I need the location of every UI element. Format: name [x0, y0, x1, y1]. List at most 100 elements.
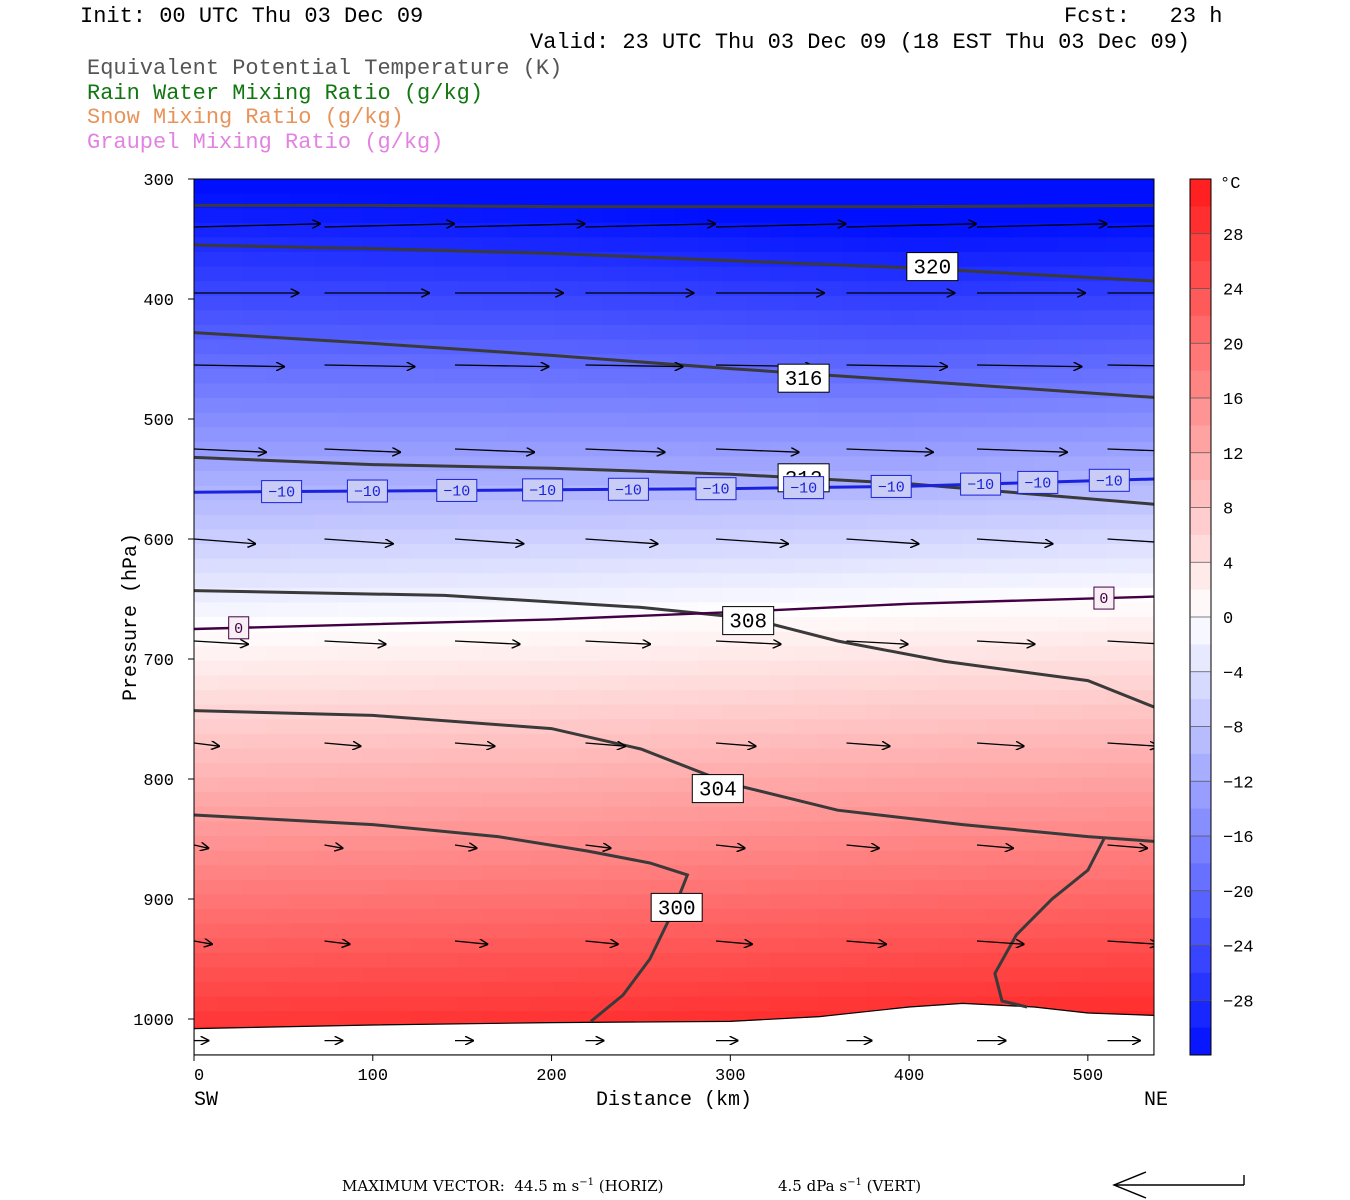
temp-cell [530, 690, 555, 706]
wind-vector [976, 538, 1053, 544]
temp-cell [290, 573, 315, 589]
wind-vector [194, 449, 266, 452]
temp-cell [386, 339, 411, 355]
temp-cell [410, 850, 435, 866]
temp-cell [962, 865, 987, 881]
wind-vector [1107, 640, 1154, 645]
temp-cell [842, 982, 867, 998]
x-tick-label: 200 [536, 1067, 567, 1086]
temp-cell [1034, 368, 1059, 385]
temp-cell [722, 952, 747, 969]
colorbar-tick-label: −12 [1223, 774, 1254, 793]
temp-cell [314, 339, 339, 355]
temp-cell [362, 777, 387, 793]
temp-cell [626, 558, 651, 574]
temp-cell [1058, 471, 1083, 487]
temp-cell [434, 894, 459, 910]
temp-cell [866, 398, 891, 414]
temp-cell [314, 573, 339, 589]
temp-cell [386, 1011, 411, 1027]
temp-cell [458, 295, 483, 312]
temp-cell [866, 558, 891, 574]
temp-cell [386, 398, 411, 414]
temp-cell [218, 777, 243, 793]
temp-cell [746, 733, 771, 750]
temp-cell [506, 339, 531, 355]
temp-cell [914, 982, 939, 998]
temp-cell [242, 909, 267, 925]
temp-cell [458, 748, 483, 764]
temp-cell [626, 208, 651, 224]
temp-cell [938, 587, 963, 604]
temp-cell [1130, 514, 1154, 531]
temp-cell [866, 690, 891, 706]
temp-cell [794, 529, 819, 545]
temp-cell [194, 602, 219, 618]
temp-cell [482, 733, 507, 750]
temp-cell [554, 325, 579, 341]
temp-cell [962, 806, 987, 823]
temp-cell [722, 982, 747, 998]
temp-cell [890, 938, 915, 954]
temp-cell [482, 909, 507, 925]
temp-cell [1130, 719, 1154, 735]
temp-cell [650, 821, 675, 837]
temp-cell [482, 763, 507, 779]
temp-cell [794, 500, 819, 516]
temp-cell [602, 865, 627, 881]
temp-cell [338, 412, 363, 428]
wind-vector [454, 365, 549, 367]
temp-cell [554, 923, 579, 939]
svg-text:−10: −10 [443, 483, 470, 500]
temp-cell [602, 821, 627, 837]
temp-cell [1010, 675, 1035, 691]
temp-cell [242, 690, 267, 706]
temp-cell [986, 544, 1011, 560]
temp-cell [866, 792, 891, 808]
temp-cell [890, 514, 915, 531]
temp-cell [914, 923, 939, 939]
temp-cell [722, 704, 747, 720]
wind-vector [715, 449, 799, 452]
temp-cell [602, 368, 627, 385]
temp-cell [842, 938, 867, 954]
temp-cell [506, 690, 531, 706]
temp-cell [290, 982, 315, 998]
temp-cell [794, 763, 819, 779]
temp-cell [866, 310, 891, 326]
temp-cell [890, 879, 915, 896]
temp-cell [338, 733, 363, 750]
temp-cell [410, 996, 435, 1012]
temp-cell [266, 617, 291, 633]
colorbar-tick-label: −4 [1223, 665, 1243, 684]
temp-cell [338, 806, 363, 823]
temp-cell [794, 544, 819, 560]
temp-cell [242, 412, 267, 428]
temp-cell [338, 894, 363, 910]
temp-cell [530, 952, 555, 969]
temp-cell [482, 704, 507, 720]
temp-cell [986, 733, 1011, 750]
temp-cell [1106, 558, 1131, 574]
temp-cell [290, 427, 315, 443]
temp-cell [362, 222, 387, 239]
temp-cell [554, 879, 579, 896]
temp-cell [386, 573, 411, 589]
temp-cell [674, 208, 699, 224]
temp-cell [674, 558, 699, 574]
temp-cell [218, 602, 243, 618]
temp-cell [266, 237, 291, 253]
temp-cell [1130, 266, 1154, 282]
temp-cell [962, 281, 987, 297]
temp-cell [1106, 894, 1131, 910]
temp-cell [698, 441, 723, 458]
temp-cell [890, 179, 915, 195]
temp-cell [986, 879, 1011, 896]
temp-cell [746, 500, 771, 516]
wind-vector [846, 449, 933, 452]
temp-cell [938, 427, 963, 443]
temp-cell [1082, 310, 1107, 326]
temp-cell [818, 339, 843, 355]
temp-cell [194, 471, 219, 487]
